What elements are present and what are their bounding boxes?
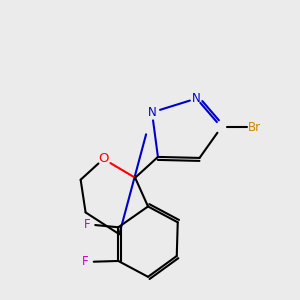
Text: F: F: [82, 256, 89, 268]
Text: O: O: [98, 152, 109, 165]
Text: F: F: [84, 218, 91, 231]
Text: Br: Br: [248, 121, 261, 134]
Text: N: N: [148, 106, 156, 119]
Text: N: N: [192, 92, 201, 105]
